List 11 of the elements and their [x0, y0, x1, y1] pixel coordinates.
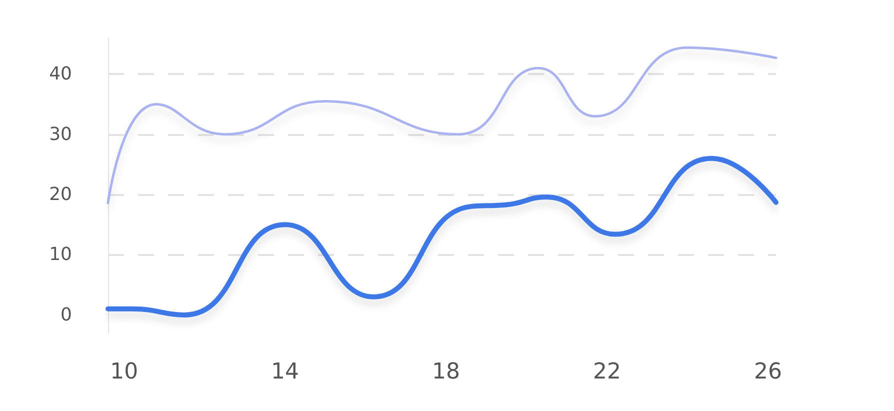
x-tick-label: 14	[271, 360, 300, 384]
y-tick-label: 0	[60, 304, 72, 326]
y-tick-label: 20	[49, 184, 72, 206]
line-series	[106, 46, 778, 204]
y-tick-label: 10	[49, 244, 72, 266]
y-tick-label: 40	[49, 64, 72, 85]
x-tick-label: 18	[432, 360, 460, 384]
x-tick-label: 22	[592, 360, 621, 384]
y-tick-label: 30	[49, 124, 72, 145]
x-tick-label: 26	[754, 360, 782, 384]
x-tick-label: 10	[110, 360, 138, 384]
